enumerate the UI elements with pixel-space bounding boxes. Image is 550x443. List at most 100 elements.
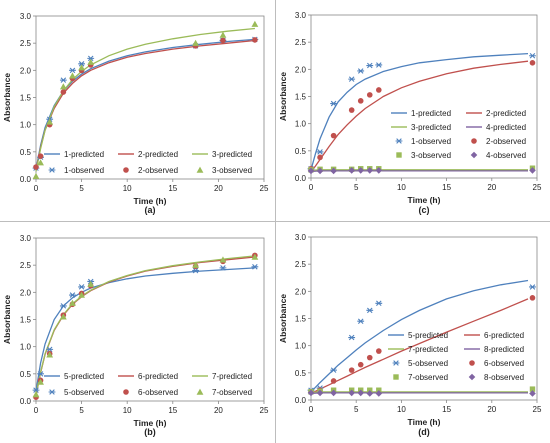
chart-d-ytick-label: 1.5 [295,315,307,324]
chart-d-point-8-observed [357,389,365,397]
chart-c-point-2-observed [376,87,382,93]
chart-c-point-4-observed [529,167,536,174]
chart-c-legend-label: 3-observed [411,151,451,160]
chart-d-ytick-label: 1.0 [295,342,307,351]
chart-d-point-8-observed [366,390,374,397]
chart-c-legend-label: 4-predicted [486,123,526,132]
chart-a-legend-marker [196,166,204,173]
chart-panel-b: 0.0 0.5 1.0 1.5 2.0 2.5 3.0 0 5 10 15 20 25 Time (h) A… [0,222,275,443]
chart-a-legend: 1-predicted 2-predicted 3-predicted 1-obser… [44,150,252,175]
chart-a-point-2-observed [60,89,67,95]
chart-a-xtick-label: 25 [260,184,269,193]
chart-d-legend-label: 6-observed [484,359,524,368]
chart-c-legend-marker [470,151,478,159]
chart-b-point-7-observed [192,261,199,268]
chart-a-y-axis-title: Absorbance [2,73,12,122]
chart-c-legend-label: 3-predicted [411,123,451,132]
chart-b-ytick-label: 1.0 [20,343,32,352]
chart-c-point-4-observed [366,167,374,174]
chart-d-x-axis-title: Time (h) [408,417,441,427]
chart-d-line-5-predicted [310,279,529,393]
chart-c-point-2-observed [357,98,364,104]
chart-b-legend-label: 5-predicted [64,372,104,381]
chart-b-point-7-observed [32,391,40,398]
chart-b-ytick-label: 2.5 [20,261,32,270]
chart-b-point-7-observed [37,378,44,385]
chart-b-legend-label: 6-predicted [138,372,178,381]
chart-b-ytick-label: 1.5 [20,316,32,325]
chart-a-ytick-label: 3.0 [20,12,32,21]
chart-d-point-8-observed [330,389,337,397]
chart-a-point-3-observed [87,58,95,65]
chart-c-point-1-observed [375,62,383,68]
chart-c-point-1-observed [357,68,365,74]
chart-a-point-1-observed [69,67,76,74]
chart-c-xtick-label: 10 [397,183,406,192]
chart-c-point-4-observed [357,167,365,174]
chart-a-point-2-observed [252,37,258,43]
chart-d-legend-label: 7-predicted [408,345,448,354]
chart-b-legend-marker [196,388,204,395]
chart-d-point-6-observed [366,354,373,361]
chart-a-ytick-label: 0.5 [20,148,32,157]
chart-a-point-3-observed [59,83,67,90]
chart-d-ytick-label: 0.0 [295,396,307,405]
chart-panel-a: 0.0 0.5 1.0 1.5 2.0 2.5 3.0 0 5 10 15 20 25 Time (h) A… [0,0,275,221]
chart-a-point-3-observed [69,72,76,79]
chart-b-point-7-observed [46,351,54,358]
chart-a-ytick-label: 1.5 [20,94,32,103]
chart-d-legend-label: 5-predicted [408,331,448,340]
chart-b-point-5-observed [78,284,85,290]
chart-a-ytick-label: 2.0 [20,66,32,75]
chart-d-point-6-observed [357,361,364,368]
chart-c-legend-label: 4-observed [486,151,526,160]
chart-a-ytick-label: 2.5 [20,39,32,48]
chart-c-ytick-label: 2.5 [295,38,307,47]
chart-c-point-4-observed [330,167,337,175]
chart-c-point-4-observed [316,167,324,175]
chart-b-x-axis-title: Time (h) [134,418,167,428]
chart-b-point-5-observed [32,387,40,393]
chart-b-point-5-observed [192,267,199,274]
chart-c-ytick-label: 1.5 [295,93,307,102]
chart-b-legend-label: 7-observed [212,388,252,397]
chart-b-panel-label: (b) [144,427,156,437]
chart-b-point-7-observed [69,299,76,306]
chart-d-line-7-predicted [310,391,528,394]
chart-c-legend-marker [396,152,402,158]
chart-b-svg: 0.0 0.5 1.0 1.5 2.0 2.5 3.0 0 5 10 15 20 25 Time (h) A… [2,234,269,437]
chart-a-point-3-observed [192,39,199,46]
chart-b-point-5-observed [46,346,54,353]
chart-a-point-2-observed [220,37,226,44]
chart-d-xtick-label: 15 [442,405,451,414]
chart-c-point-1-observed [529,52,536,59]
chart-c-ytick-label: 3.0 [295,11,307,20]
chart-b-point-7-observed [87,280,95,287]
chart-d-point-5-observed [375,300,383,307]
chart-c-point-2-observed [317,154,323,161]
chart-d-legend-label: 6-predicted [484,331,524,340]
chart-a-svg: 0.0 0.5 1.0 1.5 2.0 2.5 3.0 0 5 10 15 20 25 Time (h) A… [2,12,269,215]
chart-b-legend: 5-predicted 6-predicted 7-predicted 5-obser… [44,372,252,397]
chart-b-line-7-predicted [35,255,255,396]
chart-d-point-6-observed [376,348,382,354]
chart-a-point-3-observed [32,172,40,180]
chart-d-ytick-label: 2.0 [295,287,307,296]
chart-a-point-3-observed [251,20,259,27]
chart-c-point-1-observed [348,76,356,82]
chart-c-xtick-label: 15 [442,183,451,192]
chart-panel-d: 0.0 0.5 1.0 1.5 2.0 2.5 3.0 0 5 10 15 20 25 Time (h) A… [276,222,550,443]
chart-a-point-3-observed [46,118,54,125]
chart-c-point-2-observed [330,132,337,139]
chart-b-legend-label: 5-observed [64,388,104,397]
chart-a-xtick-label: 0 [34,184,39,193]
chart-b-point-5-observed [69,292,76,298]
chart-a-legend-marker [123,167,129,173]
chart-a-legend-label: 1-observed [64,166,104,175]
chart-c-point-2-observed [348,107,355,113]
chart-c-panel-label: (c) [419,205,430,215]
chart-b-xtick-label: 0 [34,406,39,415]
chart-d-point-6-observed [330,378,337,384]
chart-d-line-8-predicted [310,392,528,395]
chart-a-point-2-observed [33,164,39,170]
